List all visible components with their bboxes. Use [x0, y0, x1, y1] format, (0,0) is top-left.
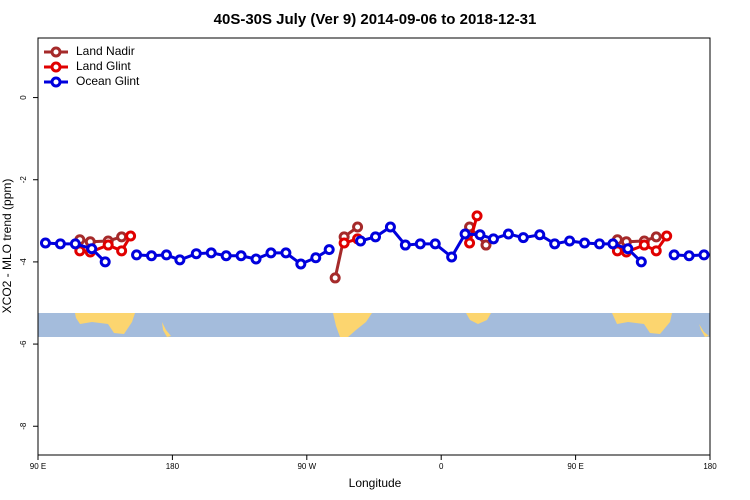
point: [399, 239, 411, 251]
point: [86, 243, 98, 255]
legend-label: Ocean Glint: [76, 74, 140, 88]
point: [622, 243, 634, 255]
y-tick-label: -8: [19, 422, 28, 430]
plot-frame: [37, 37, 711, 456]
point: [698, 249, 710, 261]
point: [174, 254, 186, 266]
legend-marker: [50, 46, 62, 58]
point: [116, 231, 128, 243]
point: [205, 247, 217, 259]
point: [116, 245, 128, 257]
point: [190, 248, 202, 260]
x-axis-label: Longitude: [349, 476, 402, 490]
point: [683, 250, 695, 262]
y-tick-label: -4: [19, 258, 28, 266]
point: [471, 210, 483, 222]
legend-marker: [50, 61, 62, 73]
legend-label: Land Nadir: [76, 44, 135, 58]
y-tick-label: -6: [19, 340, 28, 348]
point: [39, 237, 51, 249]
point: [549, 238, 561, 250]
point: [650, 245, 662, 257]
x-tick-label: 180: [703, 462, 717, 471]
legend-marker: [50, 76, 62, 88]
x-tick-label: 90 W: [297, 462, 316, 471]
point: [607, 238, 619, 250]
x-tick-label: 180: [166, 462, 180, 471]
point: [355, 235, 367, 247]
point: [564, 235, 576, 247]
point: [329, 272, 341, 284]
point: [480, 239, 492, 251]
point: [160, 249, 172, 261]
x-tick-label: 90 E: [30, 462, 46, 471]
y-tick-label: -2: [19, 176, 28, 184]
point: [323, 244, 335, 256]
point: [265, 247, 277, 259]
y-axis-label: XCO2 - MLO trend (ppm): [0, 179, 14, 314]
point: [131, 249, 143, 261]
point: [369, 231, 381, 243]
point: [464, 237, 476, 249]
point: [502, 228, 514, 240]
point: [280, 247, 292, 259]
x-tick-label: 0: [439, 462, 444, 471]
point: [250, 253, 262, 265]
point: [459, 228, 471, 240]
point: [668, 249, 680, 261]
point: [54, 238, 66, 250]
point: [650, 231, 662, 243]
point: [446, 251, 458, 263]
point: [220, 250, 232, 262]
point: [102, 239, 114, 251]
point: [310, 252, 322, 264]
point: [99, 256, 111, 268]
point: [145, 250, 157, 262]
point: [414, 238, 426, 250]
map-strip: [38, 313, 710, 337]
x-tick-label: 90 E: [567, 462, 583, 471]
point: [661, 230, 673, 242]
point: [635, 256, 647, 268]
point: [517, 232, 529, 244]
point: [638, 239, 650, 251]
point: [295, 258, 307, 270]
point: [352, 221, 364, 233]
point: [534, 229, 546, 241]
point: [125, 230, 137, 242]
point: [69, 238, 81, 250]
point: [235, 250, 247, 262]
point: [384, 221, 396, 233]
point: [487, 233, 499, 245]
point: [474, 229, 486, 241]
chart-title: 40S-30S July (Ver 9) 2014-09-06 to 2018-…: [214, 11, 537, 28]
y-tick-label: 0: [19, 95, 28, 100]
point: [429, 238, 441, 250]
point: [593, 238, 605, 250]
point: [338, 237, 350, 249]
point: [579, 237, 591, 249]
legend-label: Land Glint: [76, 59, 131, 73]
